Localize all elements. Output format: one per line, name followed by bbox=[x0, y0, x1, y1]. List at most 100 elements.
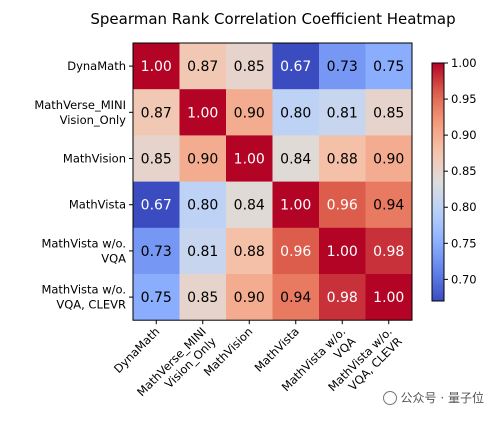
cell-value-label: 1.00 bbox=[327, 244, 358, 260]
heatmap-cell bbox=[179, 135, 227, 182]
heatmap-cell bbox=[365, 227, 413, 275]
y-tick-label-line: VQA bbox=[101, 251, 126, 265]
heatmap-cell bbox=[319, 135, 366, 182]
y-tick-label-line: MathVista bbox=[69, 198, 126, 212]
heatmap-cell bbox=[319, 227, 366, 275]
heatmap-cell bbox=[133, 43, 180, 90]
cell-value-label: 0.67 bbox=[141, 198, 172, 214]
cell-value-label: 0.81 bbox=[187, 244, 218, 260]
watermark: 公众号 · 量子位 bbox=[382, 389, 484, 406]
cell-value-label: 0.80 bbox=[187, 198, 218, 214]
heatmap-cell bbox=[365, 274, 413, 321]
heatmap-cell bbox=[179, 274, 227, 321]
y-tick-label-line: MathVista w/o. bbox=[41, 283, 126, 297]
heatmap-cell bbox=[179, 181, 227, 229]
heatmap-cell bbox=[226, 227, 273, 275]
cell-value-label: 0.94 bbox=[373, 198, 404, 214]
heatmap-cell bbox=[133, 274, 180, 321]
heatmap-cell bbox=[226, 43, 273, 90]
cell-value-label: 0.75 bbox=[141, 290, 172, 306]
heatmap-cell bbox=[133, 89, 180, 136]
cell-value-label: 1.00 bbox=[234, 152, 265, 168]
cell-value-label: 1.00 bbox=[280, 198, 311, 214]
cell-value-label: 0.88 bbox=[234, 244, 265, 260]
watermark-text: 公众号 · 量子位 bbox=[400, 391, 484, 405]
heatmap-cell bbox=[272, 227, 320, 275]
colorbar-tick-label: 0.90 bbox=[451, 128, 477, 142]
y-tick-label: MathVista w/o. VQA, CLEVR bbox=[41, 283, 126, 312]
wechat-icon bbox=[382, 390, 397, 405]
cell-value-label: 1.00 bbox=[187, 105, 218, 121]
y-tick-label: DynaMath bbox=[67, 59, 126, 73]
heatmap-cell bbox=[133, 227, 180, 275]
y-tick-label-line: MathVision bbox=[63, 152, 126, 166]
cell-value-label: 0.80 bbox=[280, 105, 311, 121]
colorbar-tick-label: 0.75 bbox=[451, 236, 477, 250]
y-tick-label: MathVerse_MINI Vision_Only bbox=[34, 98, 126, 127]
cell-value-label: 0.90 bbox=[187, 152, 218, 168]
cell-value-label: 0.67 bbox=[280, 59, 311, 75]
colorbar-tick-label: 0.95 bbox=[451, 92, 477, 106]
cell-value-label: 0.81 bbox=[327, 105, 358, 121]
y-tick-label: MathVista w/o. VQA bbox=[41, 236, 126, 265]
colorbar bbox=[431, 62, 445, 302]
cell-value-label: 0.96 bbox=[327, 198, 358, 214]
heatmap-cell bbox=[226, 181, 273, 229]
heatmap-cell bbox=[133, 135, 180, 182]
heatmap-cell bbox=[319, 181, 366, 229]
heatmap-cell bbox=[179, 43, 227, 90]
cell-value-label: 0.87 bbox=[187, 59, 218, 75]
chart-title: Spearman Rank Correlation Coefficient He… bbox=[90, 10, 455, 28]
heatmap-cell bbox=[226, 274, 273, 321]
colorbar-tick-label: 0.85 bbox=[451, 164, 477, 178]
colorbar-tick-label: 0.80 bbox=[451, 200, 477, 214]
cell-value-label: 0.75 bbox=[373, 59, 404, 75]
cell-value-label: 0.96 bbox=[280, 244, 311, 260]
colorbar-tick-label: 0.70 bbox=[451, 272, 477, 286]
cell-value-label: 0.73 bbox=[327, 59, 358, 75]
cell-value-label: 0.87 bbox=[141, 105, 172, 121]
y-tick-label-line: VQA, CLEVR bbox=[56, 298, 126, 312]
cell-value-label: 0.94 bbox=[280, 290, 311, 306]
cell-value-label: 0.88 bbox=[327, 152, 358, 168]
heatmap-cell bbox=[365, 89, 413, 136]
heatmap-cell bbox=[272, 135, 320, 182]
cell-value-label: 0.98 bbox=[373, 244, 404, 260]
heatmap-cell bbox=[226, 89, 273, 136]
heatmap-cell bbox=[319, 43, 366, 90]
heatmap-cell bbox=[365, 135, 413, 182]
cell-value-label: 0.98 bbox=[327, 290, 358, 306]
y-tick-label-line: MathVerse_MINI bbox=[34, 98, 126, 112]
y-tick-label: MathVision bbox=[63, 152, 126, 166]
cell-value-label: 0.90 bbox=[373, 152, 404, 168]
cell-value-label: 0.84 bbox=[234, 198, 265, 214]
y-tick-label: MathVista bbox=[69, 198, 126, 212]
cell-value-label: 0.85 bbox=[141, 152, 172, 168]
cell-value-label: 1.00 bbox=[141, 59, 172, 75]
heatmap-cell bbox=[272, 181, 320, 229]
heatmap-cell bbox=[179, 89, 227, 136]
heatmap-cell bbox=[319, 89, 366, 136]
colorbar-tick-label: 1.00 bbox=[451, 56, 477, 70]
heatmap-cell bbox=[272, 43, 320, 90]
heatmap-cell bbox=[272, 274, 320, 321]
cell-value-label: 0.84 bbox=[280, 152, 311, 168]
cell-value-label: 0.85 bbox=[187, 290, 218, 306]
cell-value-label: 1.00 bbox=[373, 290, 404, 306]
heatmap-cell bbox=[133, 181, 180, 229]
cell-value-label: 0.90 bbox=[234, 105, 265, 121]
y-tick-label-line: DynaMath bbox=[67, 59, 126, 73]
cell-value-label: 0.85 bbox=[373, 105, 404, 121]
heatmap-cell bbox=[226, 135, 273, 182]
y-tick-label-line: Vision_Only bbox=[60, 113, 127, 127]
heatmap-cell bbox=[365, 43, 413, 90]
heatmap-cell bbox=[272, 89, 320, 136]
heatmap-cell bbox=[179, 227, 227, 275]
heatmap-cell bbox=[365, 181, 413, 229]
y-tick-label-line: MathVista w/o. bbox=[41, 236, 126, 250]
plot-frame bbox=[132, 42, 413, 321]
cell-value-label: 0.90 bbox=[234, 290, 265, 306]
heatmap-cell bbox=[319, 274, 366, 321]
